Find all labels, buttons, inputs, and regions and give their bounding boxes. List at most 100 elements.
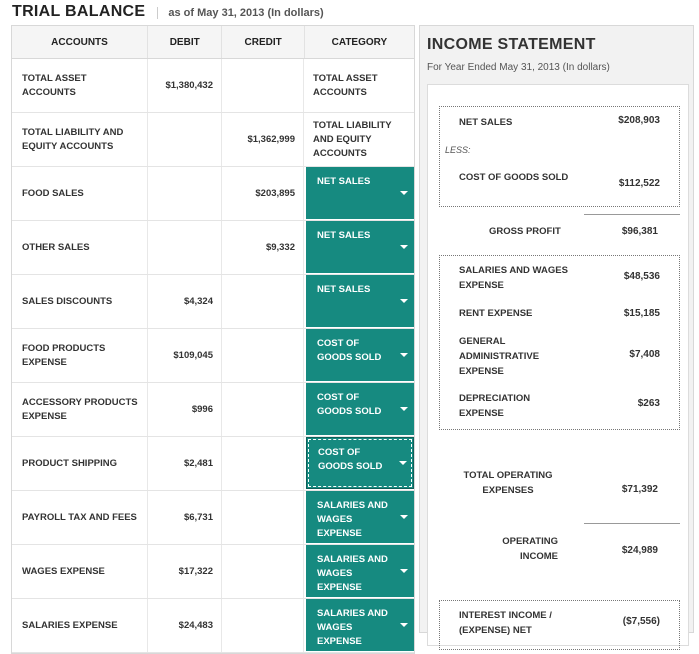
category-dropdown-value: COST OF GOODS SOLD	[317, 392, 382, 417]
credit-value	[222, 383, 304, 436]
table-row: SALES DISCOUNTS $4,324 NET SALES	[12, 275, 414, 329]
account-name: TOTAL ASSET ACCOUNTS	[12, 59, 148, 112]
credit-value	[222, 275, 304, 328]
chevron-down-icon	[400, 407, 408, 411]
category-dropdown-value: SALARIES AND WAGES EXPENSE	[317, 608, 388, 647]
credit-value: $9,332	[222, 221, 304, 274]
general-admin-value: $7,408	[629, 349, 660, 360]
account-name: ACCESSORY PRODUCTS EXPENSE	[12, 383, 148, 436]
table-row: FOOD PRODUCTS EXPENSE $109,045 COST OF G…	[12, 329, 414, 383]
column-header-credit: CREDIT	[222, 26, 305, 58]
credit-value	[222, 491, 304, 544]
operating-expenses-box: SALARIES AND WAGES EXPENSE $48,536 RENT …	[439, 255, 680, 430]
category-dropdown[interactable]: COST OF GOODS SOLD	[306, 437, 414, 489]
category-cell: SALARIES AND WAGES EXPENSE	[304, 491, 414, 544]
category-cell: SALARIES AND WAGES EXPENSE	[304, 599, 414, 652]
category-dropdown-value: NET SALES	[317, 284, 371, 295]
column-header-debit: DEBIT	[148, 26, 223, 58]
table-row: TOTAL LIABILITY AND EQUITY ACCOUNTS $1,3…	[12, 113, 414, 167]
chevron-down-icon	[400, 353, 408, 357]
interest-label: INTEREST INCOME / (EXPENSE) NET	[459, 610, 552, 636]
category-dropdown-value: NET SALES	[317, 230, 371, 241]
debit-value: $2,481	[148, 437, 222, 490]
net-sales-value: $208,903	[618, 115, 660, 126]
rent-value: $15,185	[623, 308, 660, 319]
account-name: WAGES EXPENSE	[12, 545, 148, 598]
credit-value	[222, 329, 304, 382]
depreciation-label: DEPRECIATION EXPENSE	[459, 393, 531, 419]
account-name: FOOD SALES	[12, 167, 148, 220]
column-header-accounts: ACCOUNTS	[12, 26, 148, 58]
table-row: ACCESSORY PRODUCTS EXPENSE $996 COST OF …	[12, 383, 414, 437]
credit-value: $1,362,999	[222, 113, 304, 166]
debit-value	[148, 167, 222, 220]
category-cell: NET SALES	[304, 167, 414, 220]
operating-income-value: $24,989	[621, 545, 658, 556]
category-dropdown[interactable]: NET SALES	[306, 275, 414, 327]
category-cell: TOTAL LIABILITY AND EQUITY ACCOUNTS	[304, 113, 414, 166]
general-admin-label: GENERAL ADMINISTRATIVE EXPENSE	[459, 336, 540, 377]
category-cell: NET SALES	[304, 221, 414, 274]
gross-profit-label: GROSS PROFIT	[489, 226, 561, 237]
table-row: FOOD SALES $203,895 NET SALES	[12, 167, 414, 221]
category-dropdown-value: SALARIES AND WAGES EXPENSE	[317, 500, 388, 539]
credit-value	[222, 437, 304, 490]
category-dropdown[interactable]: COST OF GOODS SOLD	[306, 383, 414, 435]
income-statement-body: NET SALES $208,903 LESS: COST OF GOODS S…	[427, 84, 689, 650]
debit-value: $109,045	[148, 329, 222, 382]
cogs-label: COST OF GOODS SOLD	[459, 172, 569, 183]
account-name: PAYROLL TAX AND FEES	[12, 491, 148, 544]
account-name: FOOD PRODUCTS EXPENSE	[12, 329, 148, 382]
gross-profit-value: $96,381	[621, 226, 658, 237]
less-label: LESS:	[445, 145, 471, 155]
trial-balance-table: ACCOUNTS DEBIT CREDIT CATEGORY TOTAL ASS…	[11, 25, 415, 654]
cogs-value: $112,522	[618, 178, 660, 189]
income-statement-title: INCOME STATEMENT	[427, 36, 596, 53]
chevron-down-icon	[400, 623, 408, 627]
category-dropdown-value: COST OF GOODS SOLD	[318, 447, 383, 472]
category-dropdown[interactable]: COST OF GOODS SOLD	[306, 329, 414, 381]
category-dropdown-value: NET SALES	[317, 176, 371, 187]
account-name: OTHER SALES	[12, 221, 148, 274]
depreciation-value: $263	[637, 398, 660, 409]
trial-balance-title: TRIAL BALANCE	[12, 3, 146, 20]
salaries-label: SALARIES AND WAGES EXPENSE	[459, 265, 568, 291]
table-row: OTHER SALES $9,332 NET SALES	[12, 221, 414, 275]
category-cell: COST OF GOODS SOLD	[304, 329, 414, 382]
category-dropdown-value: COST OF GOODS SOLD	[317, 338, 382, 363]
total-opex-value: $71,392	[621, 484, 658, 495]
chevron-down-icon	[400, 245, 408, 249]
category-dropdown[interactable]: NET SALES	[306, 221, 414, 273]
debit-value	[148, 221, 222, 274]
trial-balance-subtitle: as of May 31, 2013 (In dollars)	[157, 7, 324, 19]
credit-value: $203,895	[222, 167, 304, 220]
debit-value: $996	[148, 383, 222, 436]
table-row: TOTAL ASSET ACCOUNTS $1,380,432 TOTAL AS…	[12, 59, 414, 113]
chevron-down-icon	[400, 569, 408, 573]
table-row: WAGES EXPENSE $17,322 SALARIES AND WAGES…	[12, 545, 414, 599]
credit-value	[222, 599, 304, 652]
debit-value: $17,322	[148, 545, 222, 598]
salaries-value: $48,536	[623, 271, 660, 282]
account-name: SALARIES EXPENSE	[12, 599, 148, 652]
trial-balance-header: TRIAL BALANCE as of May 31, 2013 (In dol…	[12, 0, 324, 24]
credit-value	[222, 59, 304, 112]
category-cell: TOTAL ASSET ACCOUNTS	[304, 59, 414, 112]
operating-income-label: OPERATING INCOME	[502, 536, 558, 562]
category-dropdown[interactable]: SALARIES AND WAGES EXPENSE	[306, 599, 414, 651]
net-sales-box: NET SALES $208,903 LESS: COST OF GOODS S…	[439, 106, 680, 207]
debit-value: $24,483	[148, 599, 222, 652]
interest-value: ($7,556)	[622, 616, 660, 627]
account-name: TOTAL LIABILITY AND EQUITY ACCOUNTS	[12, 113, 148, 166]
income-statement-subtitle: For Year Ended May 31, 2013 (In dollars)	[427, 62, 610, 73]
category-dropdown[interactable]: SALARIES AND WAGES EXPENSE	[306, 491, 414, 543]
credit-value	[222, 545, 304, 598]
account-name: PRODUCT SHIPPING	[12, 437, 148, 490]
account-name: SALES DISCOUNTS	[12, 275, 148, 328]
interest-box: INTEREST INCOME / (EXPENSE) NET ($7,556)	[439, 600, 680, 650]
gross-profit-rule	[584, 214, 680, 215]
debit-value	[148, 113, 222, 166]
category-dropdown[interactable]: SALARIES AND WAGES EXPENSE	[306, 545, 414, 597]
category-dropdown[interactable]: NET SALES	[306, 167, 414, 219]
category-text: TOTAL ASSET ACCOUNTS	[313, 72, 378, 98]
